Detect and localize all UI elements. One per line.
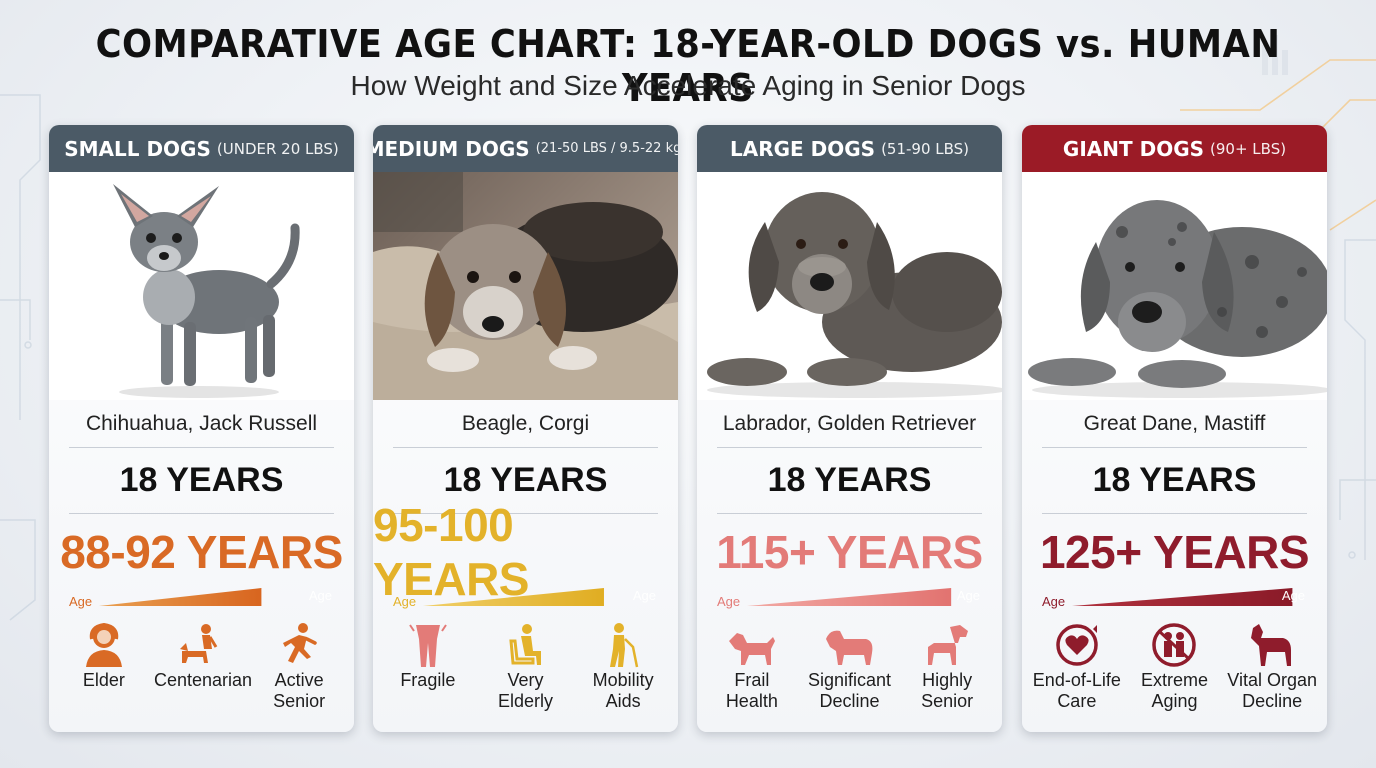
age-bar-wedge bbox=[423, 588, 604, 606]
human-age-equivalent: 95-100 YEARS bbox=[373, 499, 529, 605]
dog-icon bbox=[704, 620, 799, 670]
age-axis-end-label: Age bbox=[956, 588, 980, 603]
card-header-title: SMALL DOGS bbox=[64, 136, 211, 161]
dog-icon bbox=[1225, 620, 1320, 670]
trait-label: Fragile bbox=[400, 670, 456, 690]
elder-woman-icon bbox=[56, 620, 151, 670]
trait-label: Highly Senior bbox=[921, 670, 974, 711]
aging-traits: Fragile Very Elderly Mobility Aids bbox=[373, 620, 678, 712]
trait-item: Extreme Aging bbox=[1127, 620, 1222, 712]
dog-photo-labrador bbox=[697, 172, 1002, 400]
card-large-dogs: LARGE DOGS (51-90 LBS) Labrador, Golden … bbox=[697, 125, 1002, 732]
trait-label: Extreme Aging bbox=[1140, 670, 1208, 711]
human-age-equivalent: 125+ YEARS bbox=[1039, 526, 1310, 578]
trait-item: Elder bbox=[56, 620, 151, 712]
running-person-icon bbox=[252, 620, 347, 670]
aging-traits: Frail Health Significant Decline Highly Sen… bbox=[697, 620, 1002, 712]
trait-label: Significant Decline bbox=[807, 670, 892, 711]
card-header: MEDIUM DOGS (21-50 LBS / 9.5-22 kg) bbox=[373, 125, 678, 172]
trait-item: Centenarian bbox=[153, 620, 253, 712]
dog-photo-chihuahua bbox=[49, 172, 354, 400]
fragile-figure-icon bbox=[380, 620, 475, 670]
age-axis-end-label: Age bbox=[632, 588, 656, 603]
person-with-cane-icon bbox=[576, 620, 671, 670]
trait-label: Very Elderly bbox=[497, 670, 553, 711]
trait-item: Vital Organ Decline bbox=[1225, 620, 1320, 712]
card-header-title: GIANT DOGS bbox=[1062, 136, 1205, 161]
aging-traits: Elder Centenarian Active Senior bbox=[49, 620, 354, 712]
age-axis-start-label: Age bbox=[69, 594, 93, 609]
page-title: COMPARATIVE AGE CHART: 18-YEAR-OLD DOGS … bbox=[95, 22, 1281, 110]
dog-photo-great-dane bbox=[1022, 172, 1327, 400]
age-progress-bar: Age Age bbox=[69, 582, 334, 612]
age-axis-start-label: Age bbox=[717, 594, 741, 609]
card-header: SMALL DOGS (UNDER 20 LBS) bbox=[49, 125, 354, 172]
person-with-dog-icon bbox=[154, 620, 249, 670]
trait-label: End-of-Life Care bbox=[1032, 670, 1121, 711]
card-giant-dogs: GIANT DOGS (90+ LBS) bbox=[1022, 125, 1327, 732]
trait-label: Centenarian bbox=[153, 670, 253, 690]
dog-icon bbox=[900, 620, 995, 670]
age-axis-end-label: Age bbox=[308, 588, 332, 603]
breed-examples: Labrador, Golden Retriever bbox=[717, 400, 982, 448]
dog-photo-beagle bbox=[373, 172, 678, 400]
dog-age: 18 YEARS bbox=[69, 448, 334, 514]
trait-item: Active Senior bbox=[252, 620, 347, 712]
card-header-title: MEDIUM DOGS bbox=[373, 136, 530, 161]
aging-couple-icon bbox=[1127, 620, 1222, 670]
trait-item: End-of-Life Care bbox=[1029, 620, 1124, 712]
card-header-title: LARGE DOGS bbox=[729, 136, 876, 161]
dog-icon bbox=[802, 620, 897, 670]
trait-item: Very Elderly bbox=[478, 620, 573, 712]
card-header: GIANT DOGS (90+ LBS) bbox=[1022, 125, 1327, 172]
age-axis-start-label: Age bbox=[1042, 594, 1066, 609]
trait-item: Fragile bbox=[380, 620, 475, 712]
age-axis-start-label: Age bbox=[393, 594, 417, 609]
card-small-dogs: SMALL DOGS (UNDER 20 LBS) bbox=[49, 125, 354, 732]
dog-age: 18 YEARS bbox=[717, 448, 982, 514]
age-bar-wedge bbox=[99, 588, 262, 606]
age-progress-bar: Age Age bbox=[393, 582, 658, 612]
trait-item: Frail Health bbox=[704, 620, 799, 712]
trait-label: Mobility Aids bbox=[592, 670, 654, 711]
breed-examples: Beagle, Corgi bbox=[393, 400, 658, 448]
trait-item: Significant Decline bbox=[802, 620, 897, 712]
card-header-weight: (UNDER 20 LBS) bbox=[216, 139, 339, 158]
trait-item: Highly Senior bbox=[900, 620, 995, 712]
card-header-weight: (51-90 LBS) bbox=[881, 139, 970, 158]
trait-item: Mobility Aids bbox=[576, 620, 671, 712]
age-bar-wedge bbox=[1072, 588, 1293, 606]
age-progress-bar: Age Age bbox=[717, 582, 982, 612]
breed-examples: Great Dane, Mastiff bbox=[1042, 400, 1307, 448]
age-progress-bar: Age Age bbox=[1042, 582, 1307, 612]
aging-traits: End-of-Life Care Extreme Aging Vital Organ… bbox=[1022, 620, 1327, 712]
human-age-equivalent: 115+ YEARS bbox=[716, 526, 983, 578]
trait-label: Active Senior bbox=[273, 670, 326, 711]
dog-age: 18 YEARS bbox=[393, 448, 658, 514]
card-medium-dogs: MEDIUM DOGS (21-50 LBS / 9.5-22 kg) bbox=[373, 125, 678, 732]
age-bar-wedge bbox=[747, 588, 952, 606]
heart-cycle-icon bbox=[1029, 620, 1124, 670]
seated-elderly-icon bbox=[478, 620, 573, 670]
dog-size-cards: SMALL DOGS (UNDER 20 LBS) bbox=[49, 125, 1327, 732]
trait-label: Frail Health bbox=[725, 670, 778, 711]
card-header-weight: (21-50 LBS / 9.5-22 kg) bbox=[535, 141, 678, 156]
trait-label: Elder bbox=[82, 670, 125, 690]
age-axis-end-label: Age bbox=[1281, 588, 1305, 603]
card-header-weight: (90+ LBS) bbox=[1210, 139, 1287, 158]
card-header: LARGE DOGS (51-90 LBS) bbox=[697, 125, 1002, 172]
breed-examples: Chihuahua, Jack Russell bbox=[69, 400, 334, 448]
trait-label: Vital Organ Decline bbox=[1227, 670, 1317, 711]
dog-age: 18 YEARS bbox=[1042, 448, 1307, 514]
human-age-equivalent: 88-92 YEARS bbox=[60, 526, 343, 578]
page-subtitle: How Weight and Size Accelerate Aging in … bbox=[350, 70, 1026, 101]
